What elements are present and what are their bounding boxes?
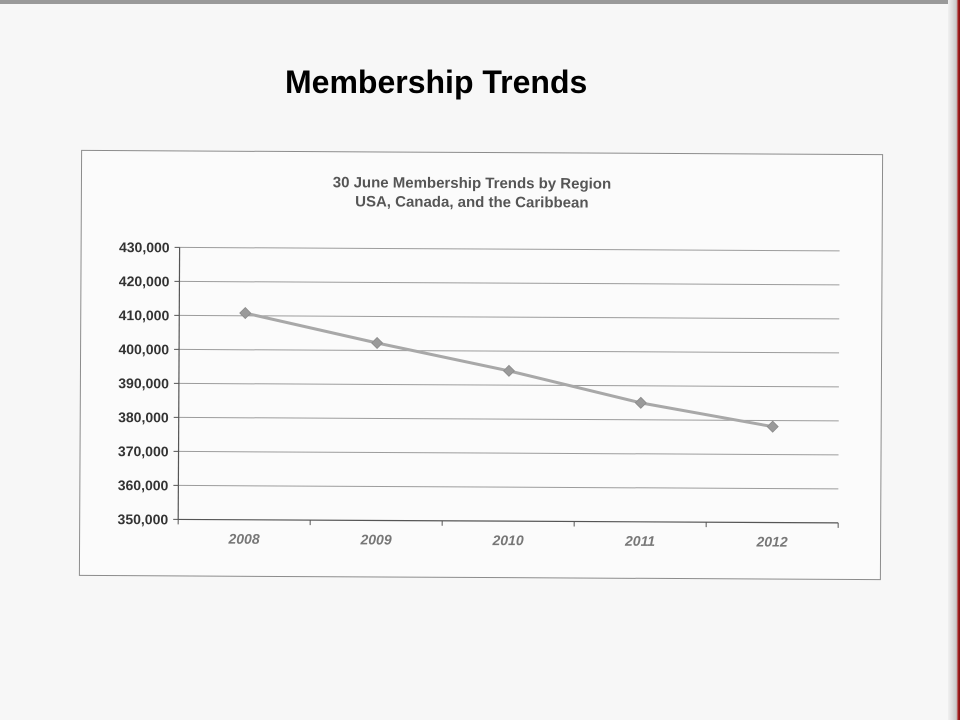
chart-title: 30 June Membership Trends by Region bbox=[333, 174, 611, 192]
line-chart: 30 June Membership Trends by Region USA,… bbox=[118, 174, 840, 550]
top-border bbox=[0, 0, 960, 4]
axes bbox=[173, 246, 839, 528]
data-point bbox=[634, 396, 647, 409]
data-series bbox=[239, 306, 779, 433]
x-tick-label: 2008 bbox=[227, 531, 259, 547]
x-tick-label: 2009 bbox=[359, 531, 391, 547]
x-tick-label: 2010 bbox=[491, 532, 523, 548]
y-tick-label: 350,000 bbox=[118, 511, 169, 527]
y-tick-label: 380,000 bbox=[118, 409, 169, 425]
y-tick-label: 400,000 bbox=[118, 341, 169, 357]
gridlines bbox=[178, 246, 840, 490]
data-point bbox=[371, 336, 384, 350]
y-tick-label: 420,000 bbox=[119, 273, 170, 289]
x-axis bbox=[178, 518, 839, 524]
gridline bbox=[179, 280, 840, 286]
data-point bbox=[502, 364, 516, 377]
gridline bbox=[179, 348, 840, 354]
x-tick-label: 2012 bbox=[755, 533, 787, 549]
data-point bbox=[239, 306, 252, 320]
gridline bbox=[178, 450, 839, 456]
y-axis bbox=[177, 247, 181, 520]
gridline bbox=[178, 382, 839, 388]
gridline bbox=[178, 416, 839, 422]
gridline bbox=[179, 246, 840, 252]
gridline bbox=[178, 484, 839, 490]
y-tick-label: 390,000 bbox=[118, 375, 169, 391]
y-tick-labels: 350,000 360,000 370,000 380,000 390,000 400,0… bbox=[118, 239, 170, 527]
page-edge bbox=[948, 0, 960, 720]
data-point bbox=[766, 420, 779, 433]
x-tick-label: 2011 bbox=[624, 533, 655, 549]
chart-subtitle: USA, Canada, and the Caribbean bbox=[355, 193, 588, 211]
y-tick-label: 410,000 bbox=[119, 307, 170, 323]
y-tick-label: 430,000 bbox=[119, 239, 170, 255]
y-tick-label: 370,000 bbox=[118, 443, 169, 459]
chart-frame: 30 June Membership Trends by Region USA,… bbox=[78, 149, 884, 581]
x-tick-labels: 2008 2009 2010 2011 2012 bbox=[227, 531, 787, 550]
page-title: Membership Trends bbox=[285, 64, 588, 100]
y-tick-label: 360,000 bbox=[118, 477, 169, 493]
gridline bbox=[179, 314, 840, 320]
